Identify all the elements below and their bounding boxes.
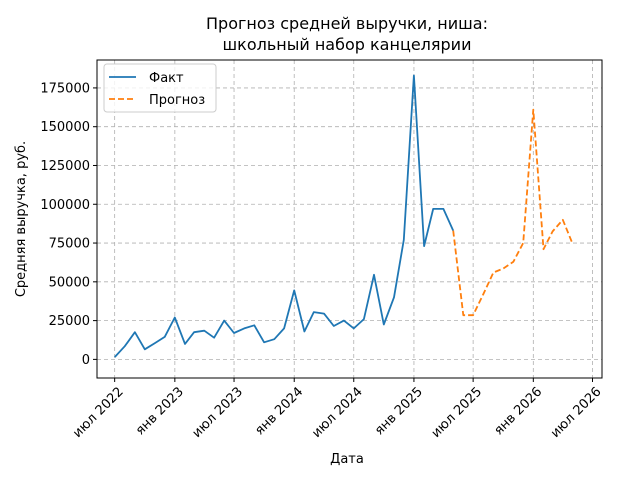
data-point-forecast [551, 230, 553, 232]
y-axis: 0 25000 50000 75000 100000 125000 150000 175000 [40, 81, 97, 368]
data-point-fact [124, 345, 126, 347]
data-point-fact [243, 327, 245, 329]
y-tick-label: 50000 [49, 275, 90, 290]
data-point-forecast [532, 108, 534, 110]
data-point-fact [293, 289, 295, 291]
data-point-forecast [522, 242, 524, 244]
data-point-fact [283, 327, 285, 329]
y-tick-label: 175000 [40, 81, 90, 96]
data-point-forecast [452, 229, 454, 231]
data-point-fact [393, 296, 395, 298]
data-point-fact [423, 245, 425, 247]
data-point-fact [253, 324, 255, 326]
data-point-fact [213, 336, 215, 338]
data-point-fact [343, 319, 345, 321]
x-tick-label: янв 2026 [491, 384, 545, 438]
data-point-fact [184, 343, 186, 345]
data-point-fact [273, 338, 275, 340]
y-tick-label: 150000 [40, 120, 90, 135]
chart-title-line-2: школьный набор канцелярии [223, 35, 472, 54]
data-point-fact [323, 312, 325, 314]
data-point-fact [154, 342, 156, 344]
data-point-fact [134, 331, 136, 333]
data-point-fact [442, 208, 444, 210]
y-axis-label: Средняя выручка, руб. [14, 141, 29, 297]
x-tick-label: июл 2023 [190, 384, 247, 441]
legend-box [103, 63, 217, 113]
x-tick-label: июл 2026 [548, 384, 605, 441]
legend-label-forecast: Прогноз [149, 93, 205, 108]
y-tick-label: 0 [82, 353, 90, 368]
y-tick-label: 75000 [49, 237, 90, 252]
data-point-forecast [472, 314, 474, 316]
data-point-fact [313, 311, 315, 313]
data-point-fact [413, 74, 415, 76]
y-tick-label: 25000 [49, 314, 90, 329]
data-point-forecast [562, 219, 564, 221]
series-line-forecast [452, 108, 574, 317]
x-tick-label: июл 2025 [429, 384, 486, 441]
data-point-fact [223, 319, 225, 321]
data-point-forecast [512, 260, 514, 262]
series-layer [113, 74, 574, 358]
x-tick-label: июл 2022 [70, 384, 127, 441]
data-point-fact [333, 325, 335, 327]
data-point-forecast [542, 248, 544, 250]
plot-frame [96, 59, 603, 379]
x-tick-label: янв 2024 [252, 384, 306, 438]
data-point-fact [383, 323, 385, 325]
y-tick-label: 125000 [40, 159, 90, 174]
data-point-fact [174, 316, 176, 318]
data-point-fact [403, 239, 405, 241]
x-axis-label: Дата [330, 452, 364, 467]
legend-label-fact: Факт [149, 71, 184, 86]
data-point-fact [193, 331, 195, 333]
data-point-fact [144, 348, 146, 350]
data-point-fact [432, 208, 434, 210]
data-point-fact [203, 329, 205, 331]
data-point-forecast [462, 314, 464, 316]
data-point-forecast [502, 267, 504, 269]
series-line-fact [114, 74, 455, 358]
data-point-fact [164, 336, 166, 338]
data-point-fact [363, 318, 365, 320]
data-point-fact [263, 341, 265, 343]
x-tick-label: янв 2025 [372, 384, 426, 438]
data-point-forecast [571, 243, 573, 245]
chart-title-line-1: Прогноз средней выручки, ниша: [206, 14, 488, 33]
legend: Факт Прогноз [103, 63, 217, 113]
data-point-fact [303, 330, 305, 332]
data-point-fact [373, 274, 375, 276]
y-tick-label: 100000 [40, 198, 90, 213]
x-tick-label: июл 2024 [309, 384, 366, 441]
grid-layer [97, 60, 602, 378]
data-point-fact [233, 332, 235, 334]
data-point-forecast [492, 271, 494, 273]
data-point-fact [353, 327, 355, 329]
data-point-fact [113, 356, 115, 358]
x-tick-label: янв 2023 [133, 384, 187, 438]
x-axis: июл 2022 янв 2023 июл 2023 янв 2024 июл 2024… [70, 378, 605, 441]
data-point-forecast [482, 293, 484, 295]
